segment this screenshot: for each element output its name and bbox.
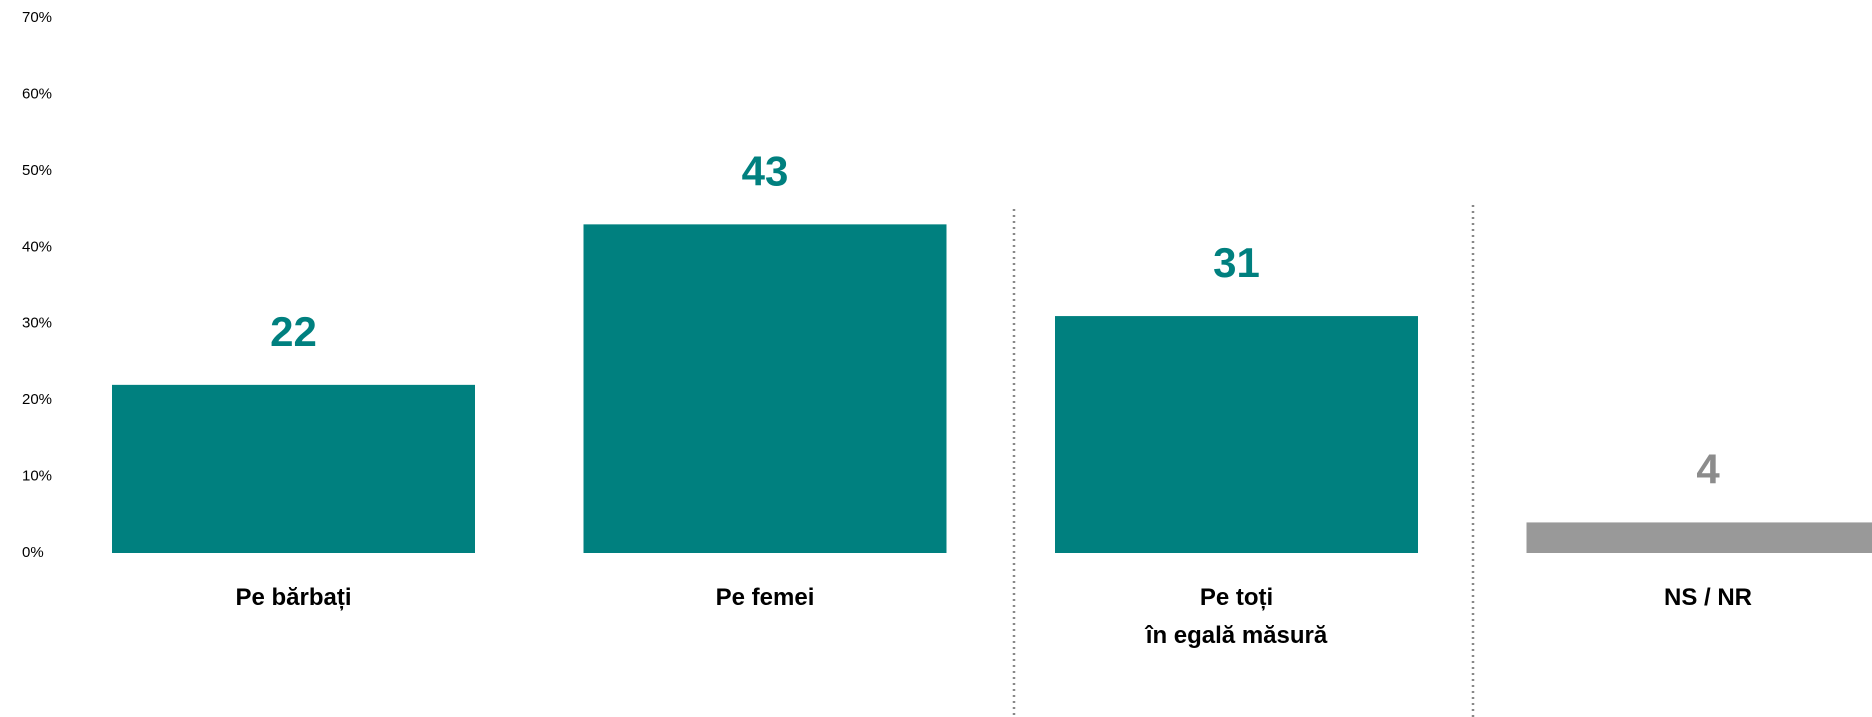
y-tick-label: 10%	[22, 468, 52, 485]
value-label: 4	[1696, 446, 1720, 493]
x-tick-label: Pe bărbați	[235, 584, 352, 611]
y-tick-label: 20%	[22, 391, 52, 408]
value-label: 22	[270, 308, 317, 355]
y-tick-label: 40%	[22, 238, 52, 255]
bar	[583, 224, 947, 553]
value-label: 43	[742, 147, 789, 194]
bar	[1526, 522, 1872, 553]
x-tick-label: Pe femei	[715, 584, 815, 611]
y-tick-label: 0%	[22, 544, 44, 561]
y-tick-label: 60%	[22, 85, 52, 102]
bar	[1055, 316, 1418, 553]
y-tick-label: 70%	[22, 9, 52, 26]
y-tick-label: 30%	[22, 315, 52, 332]
bar	[112, 384, 475, 553]
x-tick-label: Pe toți în egală măsură	[1145, 584, 1328, 649]
x-tick-label: NS / NR	[1663, 584, 1752, 611]
value-label: 31	[1213, 239, 1260, 286]
y-tick-label: 50%	[22, 162, 52, 179]
